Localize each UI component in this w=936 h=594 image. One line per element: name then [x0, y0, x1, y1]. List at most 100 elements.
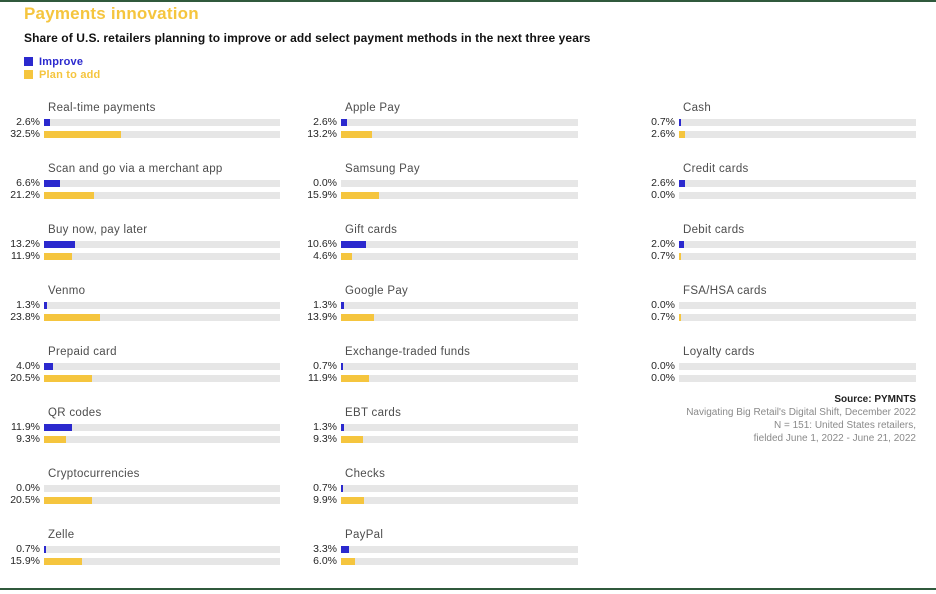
payment-method-label: Real-time payments: [48, 102, 156, 114]
plan-to-add-bar-row: 4.6%: [301, 250, 578, 262]
improve-bar: [44, 118, 51, 126]
plan-to-add-bar: [341, 496, 365, 504]
improve-bar: [341, 423, 345, 431]
plan-to-add-bar: [44, 435, 66, 443]
payment-method-label: Exchange-traded funds: [345, 346, 471, 358]
plan-to-add-bar: [341, 130, 373, 138]
chart-column-1-blocks: Real-time payments 2.6% 32.5% Scan and g…: [4, 102, 280, 567]
plan-to-add-bar-track: [341, 313, 578, 321]
plan-to-add-bar: [341, 374, 370, 382]
improve-bar-row: 10.6%: [301, 238, 578, 250]
improve-bar-row: 1.3%: [4, 299, 280, 311]
plan-to-add-value-label: 15.9%: [10, 555, 40, 567]
payment-method-chart: Gift cards 10.6% 4.6%: [301, 224, 578, 262]
payment-method-label: Zelle: [48, 529, 75, 541]
plan-to-add-value-label: 13.9%: [307, 311, 337, 323]
improve-value-label: 1.3%: [313, 421, 337, 433]
chart-subtitle: Share of U.S. retailers planning to impr…: [24, 31, 591, 45]
improve-value-label: 3.3%: [313, 543, 337, 555]
source-line: fielded June 1, 2022 - June 21, 2022: [753, 433, 916, 444]
improve-bar-row: 13.2%: [4, 238, 280, 250]
plan-to-add-bar: [44, 191, 95, 199]
plan-to-add-value-label: 21.2%: [10, 189, 40, 201]
improve-bar-track: [341, 240, 578, 248]
plan-to-add-bar-track: [44, 252, 280, 260]
improve-bar: [44, 423, 73, 431]
plan-to-add-bar-track: [341, 435, 578, 443]
plan-to-add-value-label: 9.3%: [313, 433, 337, 445]
improve-bar-track: [341, 179, 578, 187]
payment-method-label: FSA/HSA cards: [683, 285, 767, 297]
payment-method-chart: Exchange-traded funds 0.7% 11.9%: [301, 346, 578, 384]
payment-method-label: Prepaid card: [48, 346, 117, 358]
plan-to-add-swatch-icon: [24, 70, 33, 79]
improve-bar-row: 0.7%: [301, 360, 578, 372]
plan-to-add-bar-track: [341, 557, 578, 565]
improve-bar-row: 0.0%: [639, 360, 916, 372]
improve-value-label: 2.6%: [651, 177, 675, 189]
improve-bar: [341, 118, 348, 126]
plan-to-add-bar: [341, 435, 364, 443]
plan-to-add-value-label: 9.9%: [313, 494, 337, 506]
plan-to-add-value-label: 9.3%: [16, 433, 40, 445]
legend-label-improve: Improve: [39, 55, 84, 68]
improve-bar-row: 2.6%: [639, 177, 916, 189]
plan-to-add-bar-track: [341, 496, 578, 504]
payment-method-chart: Real-time payments 2.6% 32.5%: [4, 102, 280, 140]
plan-to-add-bar-row: 0.7%: [639, 250, 916, 262]
improve-bar-row: 0.0%: [639, 299, 916, 311]
improve-bar: [341, 484, 343, 492]
plan-to-add-bar-track: [341, 374, 578, 382]
plan-to-add-value-label: 0.0%: [651, 189, 675, 201]
plan-to-add-bar-track: [44, 191, 280, 199]
improve-bar-track: [44, 362, 280, 370]
plan-to-add-bar-row: 9.3%: [4, 433, 280, 445]
improve-bar: [341, 545, 349, 553]
plan-to-add-bar-row: 20.5%: [4, 494, 280, 506]
payment-method-label: Checks: [345, 468, 386, 480]
plan-to-add-bar-row: 9.3%: [301, 433, 578, 445]
improve-bar: [44, 545, 46, 553]
plan-to-add-bar-row: 0.0%: [639, 189, 916, 201]
improve-value-label: 2.6%: [16, 116, 40, 128]
plan-to-add-bar: [341, 313, 374, 321]
plan-to-add-value-label: 4.6%: [313, 250, 337, 262]
plan-to-add-bar-track: [341, 252, 578, 260]
plan-to-add-bar-track: [679, 252, 916, 260]
plan-to-add-bar-row: 11.9%: [301, 372, 578, 384]
improve-bar: [341, 362, 343, 370]
improve-value-label: 6.6%: [16, 177, 40, 189]
payment-method-label: Cash: [683, 102, 712, 114]
source-note: Source: PYMNTS Navigating Big Retail's D…: [639, 393, 916, 445]
plan-to-add-bar-row: 11.9%: [4, 250, 280, 262]
payment-method-chart: Apple Pay 2.6% 13.2%: [301, 102, 578, 140]
improve-bar-track: [679, 118, 916, 126]
plan-to-add-bar: [341, 557, 356, 565]
plan-to-add-bar: [679, 313, 681, 321]
improve-bar-row: 0.7%: [301, 482, 578, 494]
plan-to-add-bar: [44, 130, 121, 138]
improve-bar: [44, 179, 60, 187]
improve-bar-row: 0.0%: [4, 482, 280, 494]
improve-value-label: 2.6%: [313, 116, 337, 128]
plan-to-add-bar: [44, 374, 93, 382]
improve-bar-row: 6.6%: [4, 177, 280, 189]
payment-method-chart: FSA/HSA cards 0.0% 0.7%: [639, 285, 916, 323]
improve-bar: [341, 240, 367, 248]
payment-method-chart: Loyalty cards 0.0% 0.0%: [639, 346, 916, 384]
payment-method-label: Cryptocurrencies: [48, 468, 140, 480]
payment-method-label: Debit cards: [683, 224, 745, 236]
improve-value-label: 0.7%: [313, 360, 337, 372]
payment-method-label: Credit cards: [683, 163, 749, 175]
improve-value-label: 13.2%: [10, 238, 40, 250]
improve-bar-row: 1.3%: [301, 421, 578, 433]
chart-column-3-blocks: Cash 0.7% 2.6% Credit cards 2.6% 0.0%: [639, 102, 916, 384]
improve-bar-row: 2.6%: [4, 116, 280, 128]
improve-value-label: 10.6%: [307, 238, 337, 250]
improve-swatch-icon: [24, 57, 33, 66]
plan-to-add-bar-row: 15.9%: [4, 555, 280, 567]
payment-method-label: Buy now, pay later: [48, 224, 148, 236]
improve-bar-row: 1.3%: [301, 299, 578, 311]
chart-column-2: Apple Pay 2.6% 13.2% Samsung Pay 0.0% 15…: [301, 102, 578, 567]
